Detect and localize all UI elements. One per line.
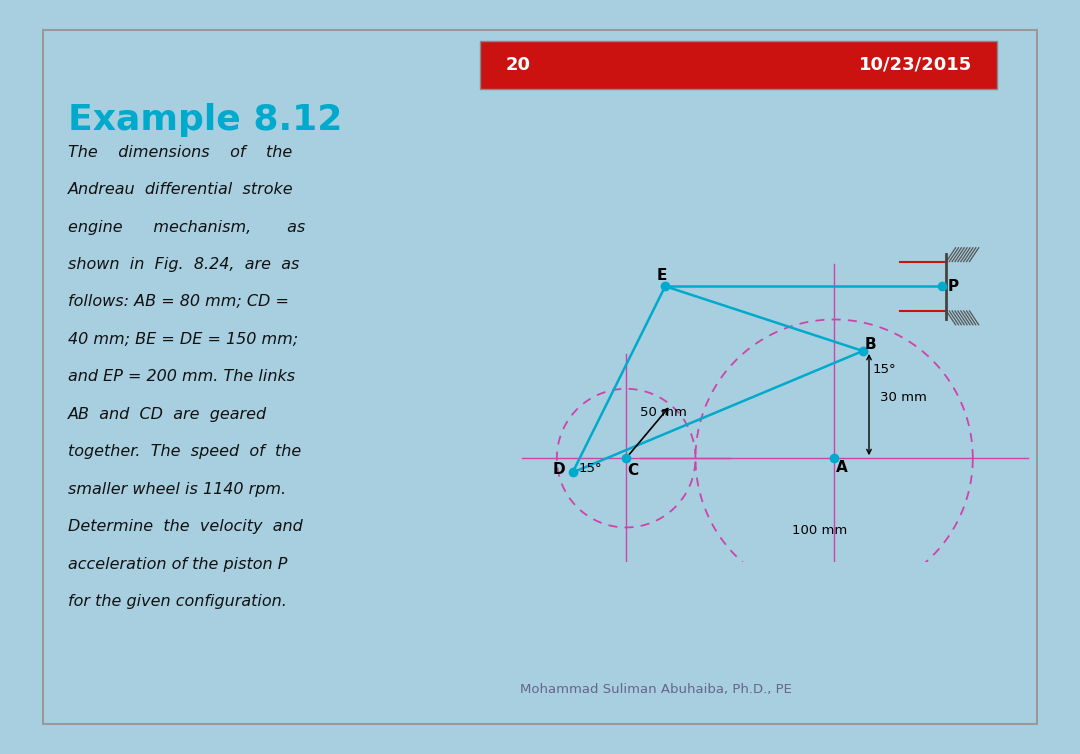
Text: C: C [626,463,638,478]
Text: Example 8.12: Example 8.12 [68,103,342,137]
Text: Determine  the  velocity  and: Determine the velocity and [68,520,302,534]
Text: D: D [552,462,565,477]
Text: 30 mm: 30 mm [880,391,927,403]
Text: 20: 20 [505,56,530,74]
FancyBboxPatch shape [481,41,997,89]
Text: AB  and  CD  are  geared: AB and CD are geared [68,407,267,421]
Text: A: A [836,460,848,475]
Text: Mohammad Suliman Abuhaiba, Ph.D., PE: Mohammad Suliman Abuhaiba, Ph.D., PE [521,683,792,696]
Text: P: P [948,279,959,294]
Text: The    dimensions    of    the: The dimensions of the [68,145,293,160]
Text: Andreau  differential  stroke: Andreau differential stroke [68,182,294,197]
Text: 15°: 15° [872,363,895,375]
Text: and EP = 200 mm. The links: and EP = 200 mm. The links [68,369,295,385]
Text: follows: AB = 80 mm; CD =: follows: AB = 80 mm; CD = [68,295,289,309]
Text: 50 mm: 50 mm [640,406,687,418]
Text: acceleration of the piston P: acceleration of the piston P [68,556,287,572]
Text: B: B [865,337,876,352]
Text: 40 mm; BE = DE = 150 mm;: 40 mm; BE = DE = 150 mm; [68,332,298,347]
Text: 10/23/2015: 10/23/2015 [859,56,972,74]
Text: together.  The  speed  of  the: together. The speed of the [68,444,301,459]
Text: shown  in  Fig.  8.24,  are  as: shown in Fig. 8.24, are as [68,257,299,272]
Text: 15°: 15° [579,462,602,475]
Text: 100 mm: 100 mm [792,524,847,538]
Text: E: E [657,268,666,283]
Text: engine      mechanism,       as: engine mechanism, as [68,219,306,234]
Text: for the given configuration.: for the given configuration. [68,594,287,609]
Text: smaller wheel is 1140 rpm.: smaller wheel is 1140 rpm. [68,482,286,497]
